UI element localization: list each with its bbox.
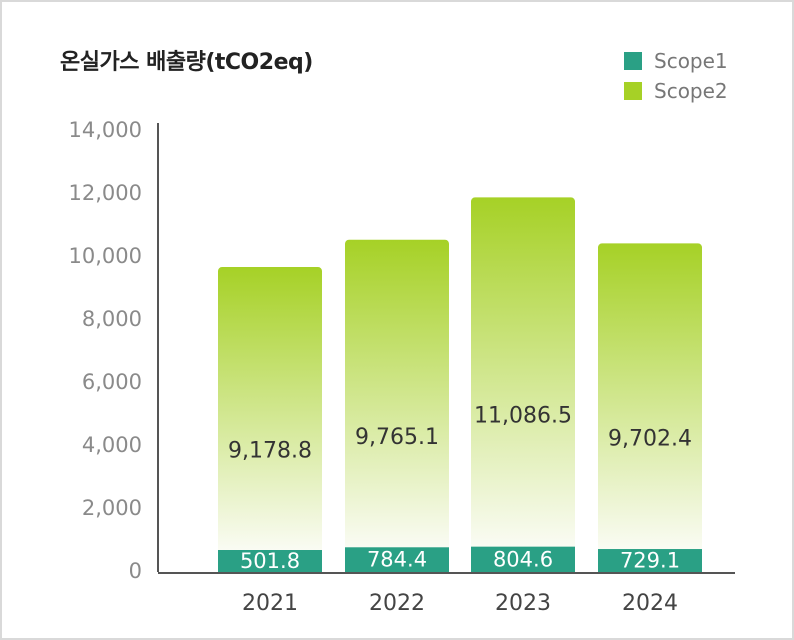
x-category-label: 2023 [495, 591, 551, 616]
chart-title: 온실가스 배출량(tCO2eq) [60, 50, 313, 75]
bar-scope2-2022 [345, 239, 449, 552]
value-label-scope2: 11,086.5 [474, 404, 572, 429]
y-tick-label: 2,000 [82, 496, 142, 520]
x-category-label: 2021 [242, 591, 298, 616]
legend-label-scope2: Scope2 [654, 79, 728, 103]
bar-scope2-2023 [471, 197, 575, 551]
y-tick-label: 6,000 [82, 370, 142, 394]
value-label-scope2: 9,765.1 [355, 425, 439, 450]
legend-swatch-scope2 [624, 82, 642, 100]
x-category-label: 2022 [369, 591, 425, 616]
y-tick-label: 12,000 [69, 181, 142, 205]
bar-scope1-2021 [218, 550, 322, 572]
bar-scope1-2023 [471, 546, 575, 572]
y-tick-label: 14,000 [69, 118, 142, 142]
bar-scope2-2024 [598, 243, 702, 554]
value-label-scope1: 784.4 [367, 548, 427, 572]
value-label-scope1: 501.8 [240, 549, 300, 573]
bar-scope1-2024 [598, 549, 702, 572]
legend-item-scope2: Scope2 [624, 76, 728, 106]
legend-swatch-scope1 [624, 52, 642, 70]
y-tick-label: 4,000 [82, 433, 142, 457]
y-tick-label: 0 [129, 559, 142, 583]
value-label-scope2: 9,702.4 [608, 427, 692, 452]
y-tick-label: 8,000 [82, 307, 142, 331]
legend-label-scope1: Scope1 [654, 49, 728, 73]
value-label-scope1: 804.6 [493, 547, 553, 571]
bar-scope1-2022 [345, 547, 449, 572]
legend-item-scope1: Scope1 [624, 46, 728, 76]
value-label-scope2: 9,178.8 [228, 439, 312, 464]
y-tick-label: 10,000 [69, 244, 142, 268]
legend: Scope1 Scope2 [624, 46, 728, 106]
bar-scope2-2021 [218, 267, 322, 554]
x-category-label: 2024 [622, 591, 678, 616]
value-label-scope1: 729.1 [620, 549, 680, 573]
